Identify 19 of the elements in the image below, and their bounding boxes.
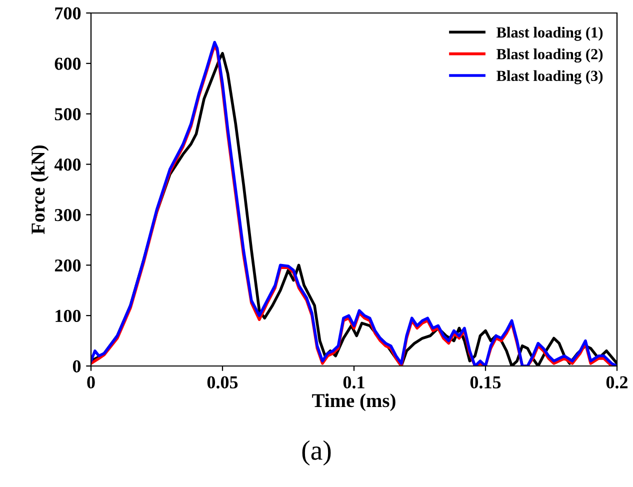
- y-tick-label: 700: [55, 7, 81, 20]
- x-tick-label: 0.05: [207, 376, 238, 389]
- legend-label: Blast loading (3): [496, 70, 603, 84]
- y-axis-title: Force (kN): [31, 145, 49, 234]
- x-axis-title: Time (ms): [312, 393, 396, 412]
- text: (a): [302, 440, 331, 466]
- y-tick-label: 100: [56, 310, 81, 322]
- y-tick-label: 400: [54, 158, 81, 171]
- legend-label: Blast loading (2): [496, 48, 603, 63]
- y-tick-label: 200: [54, 259, 81, 272]
- x-tick-label: 0.15: [470, 376, 501, 389]
- x-tick-label: 0: [87, 376, 95, 388]
- legend-label: Blast loading (1): [496, 26, 603, 41]
- x-tick-label: 0.1: [343, 376, 364, 389]
- y-tick-label: 0: [72, 360, 81, 372]
- y-tick-label: 300: [54, 208, 81, 222]
- x-tick-label: 0.2: [606, 376, 628, 389]
- y-tick-label: 600: [54, 58, 81, 70]
- y-tick-label: 500: [54, 108, 81, 120]
